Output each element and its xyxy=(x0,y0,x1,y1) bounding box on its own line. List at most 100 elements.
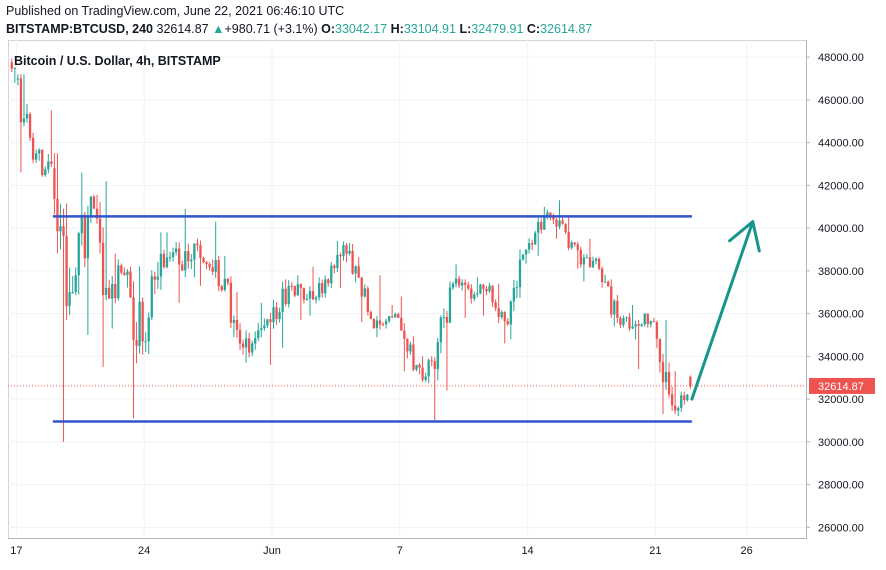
candle-body xyxy=(527,243,531,250)
time-tick-label: 7 xyxy=(397,545,403,557)
candle-body xyxy=(400,317,403,331)
candle-body xyxy=(126,271,129,276)
candle-body xyxy=(47,161,50,170)
candle-body xyxy=(77,233,80,276)
candle-body xyxy=(327,279,330,284)
candle-body xyxy=(409,344,412,352)
candle-body xyxy=(610,286,613,315)
candle-body xyxy=(150,276,153,318)
candle-body xyxy=(211,267,214,272)
candle-body xyxy=(95,208,99,219)
candle-body xyxy=(375,320,379,329)
candle-body xyxy=(345,245,348,254)
high-label: H: xyxy=(390,22,404,36)
candle-body xyxy=(442,317,446,319)
candle-body xyxy=(619,317,622,325)
candle-body xyxy=(506,321,509,325)
candle-body xyxy=(537,221,540,233)
candle-body xyxy=(680,395,683,408)
candle-body xyxy=(384,320,388,325)
candle-body xyxy=(56,198,59,232)
candle-body xyxy=(53,168,56,199)
projection-arrow[interactable] xyxy=(690,220,761,401)
candle-body xyxy=(543,217,546,230)
candle-body xyxy=(287,285,290,305)
candle-body xyxy=(467,284,470,289)
candle-body xyxy=(579,249,582,265)
candle-body xyxy=(168,257,172,259)
candle-body xyxy=(677,407,680,411)
candle-body xyxy=(74,275,77,293)
candle-body xyxy=(448,287,452,323)
high-value: 33104.91 xyxy=(403,22,456,36)
candle-body xyxy=(473,294,476,299)
candle-body xyxy=(588,257,592,268)
candle-body xyxy=(108,287,111,299)
candle-body xyxy=(178,248,181,265)
projection-arrow-head[interactable] xyxy=(728,220,761,253)
candle-body xyxy=(637,324,640,326)
candle-body xyxy=(433,361,436,370)
candle-body xyxy=(41,149,44,175)
price-tick-label: 30000.00 xyxy=(818,437,864,449)
candle-body xyxy=(573,242,576,245)
candle-body xyxy=(378,320,382,325)
price-axis[interactable]: 48000.00 46000.00 44000.00 42000.00 40000.00… xyxy=(806,52,864,534)
candle-body xyxy=(354,266,357,274)
candle-body xyxy=(342,245,345,257)
candle-body xyxy=(561,220,564,224)
candle-body xyxy=(640,324,643,326)
candle-body xyxy=(238,329,242,344)
candle-body xyxy=(336,254,339,269)
candle-body xyxy=(98,218,102,243)
time-tick-label: 21 xyxy=(649,545,661,557)
candle-body xyxy=(302,287,306,300)
candle-body xyxy=(92,196,96,209)
candle-body xyxy=(482,284,485,289)
candle-body xyxy=(120,265,123,273)
candle-body xyxy=(89,196,93,218)
price-tick-label: 28000.00 xyxy=(818,480,864,492)
candle-body xyxy=(123,272,126,276)
candle-body xyxy=(22,118,26,123)
low-value: 32479.91 xyxy=(471,22,524,36)
candle-body xyxy=(156,276,160,280)
low-label: L: xyxy=(459,22,472,36)
last-price-badge-text: 32614.87 xyxy=(818,381,864,393)
symbol-label: BITSTAMP:BTCUSD, 240 xyxy=(6,22,154,36)
change-up-icon: ▲ xyxy=(212,22,225,36)
candle-body xyxy=(153,276,156,280)
price-tick-label: 38000.00 xyxy=(818,266,864,278)
candle-body xyxy=(540,221,543,230)
candle-body xyxy=(247,338,251,353)
candle-body xyxy=(394,314,397,318)
candle-body xyxy=(62,226,65,237)
candle-body xyxy=(260,328,263,331)
close-label: C: xyxy=(526,22,541,36)
candle-body xyxy=(263,325,266,329)
candle-body xyxy=(436,342,439,370)
candle-body xyxy=(190,259,193,262)
candle-body xyxy=(348,250,351,254)
projection-arrow-shaft[interactable] xyxy=(690,220,755,401)
candle-body xyxy=(454,278,458,284)
candle-body xyxy=(80,214,83,234)
candle-body xyxy=(86,217,90,259)
candle-body xyxy=(600,268,604,283)
candle-body xyxy=(664,371,668,383)
candle-body xyxy=(339,254,342,257)
candle-body xyxy=(114,284,117,299)
candle-body xyxy=(470,288,473,299)
candle-body xyxy=(257,330,260,339)
candle-body xyxy=(649,321,652,325)
candle-body xyxy=(503,312,506,322)
candle-body xyxy=(83,214,86,259)
candle-body xyxy=(509,301,512,325)
price-tick-label: 34000.00 xyxy=(818,351,864,363)
candle-body xyxy=(68,292,71,307)
time-axis[interactable]: 17 24 Jun 7 14 21 26 xyxy=(10,545,753,557)
candle-body xyxy=(634,324,637,327)
candle-body xyxy=(683,395,686,401)
published-caption: Published on TradingView.com, June 22, 2… xyxy=(6,4,345,18)
